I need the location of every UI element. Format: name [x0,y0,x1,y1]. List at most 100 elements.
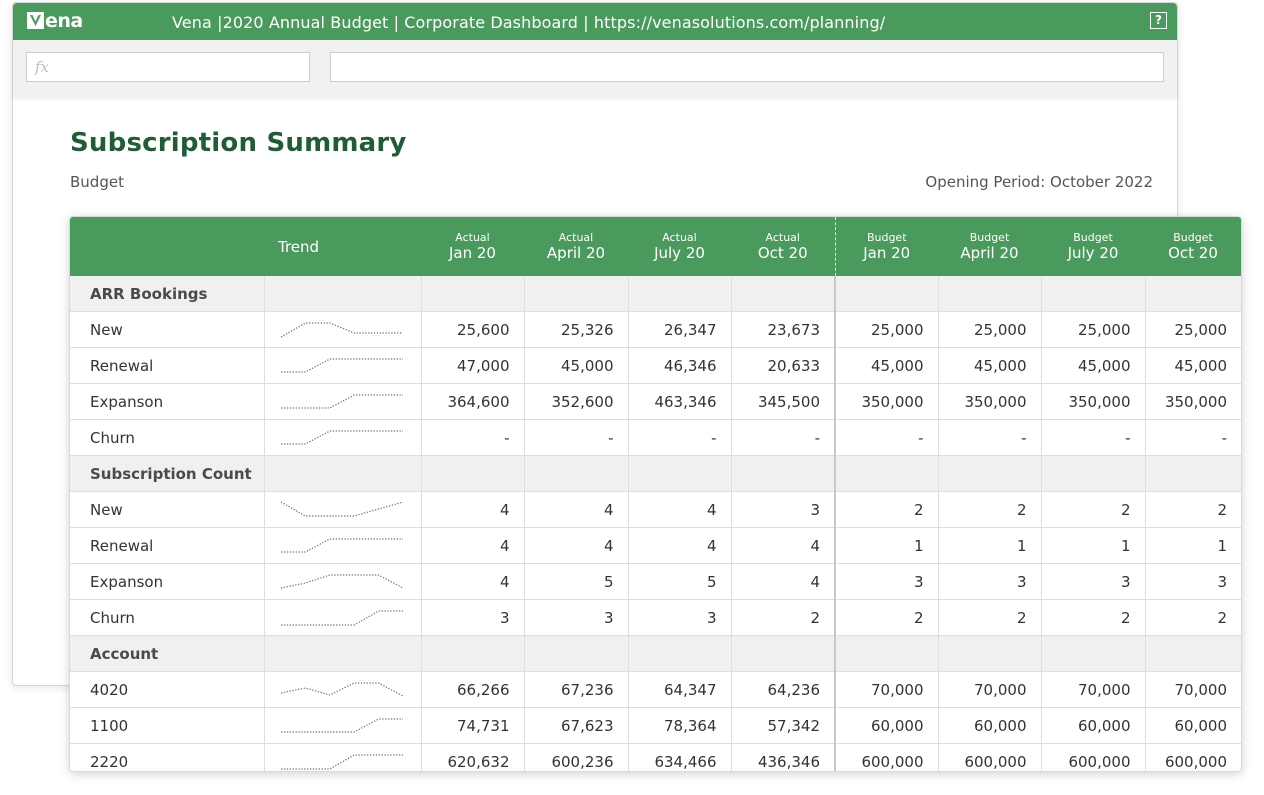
value-cell[interactable]: 600,000 [938,743,1042,771]
value-cell[interactable]: 3 [938,563,1042,600]
value-cell[interactable]: 60,000 [1145,707,1241,744]
value-cell[interactable]: 4 [731,527,836,564]
value-cell[interactable]: 26,347 [628,311,732,348]
value-cell[interactable]: - [938,419,1042,456]
value-cell[interactable]: 25,000 [1041,311,1146,348]
value-cell[interactable]: 4 [421,491,525,528]
section-empty-cell [1041,455,1146,492]
section-empty-cell [938,455,1042,492]
value-cell[interactable]: 350,000 [835,383,939,420]
value-cell[interactable]: 2 [835,491,939,528]
value-cell[interactable]: - [1041,419,1146,456]
value-cell[interactable]: 345,500 [731,383,836,420]
value-cell[interactable]: 600,000 [1041,743,1146,771]
value-cell[interactable]: 350,000 [938,383,1042,420]
table-row: Churn - - - - - - - - [70,419,1241,456]
value-cell[interactable]: 364,600 [421,383,525,420]
value-cell[interactable]: 436,346 [731,743,836,771]
value-cell[interactable]: 60,000 [835,707,939,744]
value-cell[interactable]: 25,000 [835,311,939,348]
value-cell[interactable]: 2 [938,599,1042,636]
value-cell[interactable]: 60,000 [938,707,1042,744]
value-cell[interactable]: 1 [1041,527,1146,564]
value-cell[interactable]: 1 [938,527,1042,564]
fx-input[interactable]: fx [26,52,310,82]
value-cell[interactable]: 60,000 [1041,707,1146,744]
value-cell[interactable]: 463,346 [628,383,732,420]
value-cell[interactable]: 3 [835,563,939,600]
value-cell[interactable]: - [421,419,525,456]
value-cell[interactable]: 45,000 [835,347,939,384]
value-cell[interactable]: 67,623 [524,707,629,744]
value-cell[interactable]: 70,000 [938,671,1042,708]
value-cell[interactable]: 2 [1041,491,1146,528]
value-cell[interactable]: 57,342 [731,707,836,744]
brand-name: ena [45,10,83,32]
value-cell[interactable]: 47,000 [421,347,525,384]
value-cell[interactable]: 45,000 [1041,347,1146,384]
value-cell[interactable]: 620,632 [421,743,525,771]
value-cell[interactable]: 45,000 [524,347,629,384]
value-cell[interactable]: 25,326 [524,311,629,348]
help-button[interactable]: ? [1150,12,1167,29]
value-cell[interactable]: 25,600 [421,311,525,348]
value-cell[interactable]: 2 [1041,599,1146,636]
value-cell[interactable]: 352,600 [524,383,629,420]
value-cell[interactable]: 2 [938,491,1042,528]
value-cell[interactable]: - [835,419,939,456]
value-cell[interactable]: 350,000 [1145,383,1241,420]
value-cell[interactable]: - [524,419,629,456]
value-cell[interactable]: 46,346 [628,347,732,384]
value-cell[interactable]: 4 [628,527,732,564]
value-cell[interactable]: 3 [1041,563,1146,600]
value-cell[interactable]: 20,633 [731,347,836,384]
column-header-period: Oct 20 [757,243,808,262]
vena-logo: ena [27,10,83,32]
value-cell[interactable]: 4 [524,527,629,564]
value-cell[interactable]: 3 [524,599,629,636]
value-cell[interactable]: 25,000 [938,311,1042,348]
value-cell[interactable]: 2 [731,599,836,636]
value-cell[interactable]: 600,236 [524,743,629,771]
value-cell[interactable]: 45,000 [938,347,1042,384]
value-cell[interactable]: 64,236 [731,671,836,708]
formula-input[interactable] [330,52,1164,82]
value-cell[interactable]: - [1145,419,1241,456]
value-cell[interactable]: 3 [628,599,732,636]
value-cell[interactable]: 2 [1145,491,1241,528]
value-cell[interactable]: 1 [1145,527,1241,564]
section-empty-cell [421,635,525,672]
value-cell[interactable]: - [731,419,836,456]
value-cell[interactable]: 1 [835,527,939,564]
value-cell[interactable]: 3 [1145,563,1241,600]
value-cell[interactable]: 600,000 [1164,752,1227,771]
value-cell[interactable]: 67,236 [524,671,629,708]
value-cell[interactable]: 25,000 [1145,311,1241,348]
value-cell[interactable]: 64,347 [628,671,732,708]
value-cell[interactable]: 600,000 [835,743,939,771]
value-cell[interactable]: 3 [421,599,525,636]
value-cell[interactable]: 2 [835,599,939,636]
value-cell[interactable]: 2 [1145,599,1241,636]
value-cell[interactable]: 4 [524,491,629,528]
value-cell[interactable]: 5 [524,563,629,600]
value-cell[interactable]: 70,000 [1145,671,1241,708]
value-cell[interactable]: 350,000 [1041,383,1146,420]
value-cell[interactable]: 45,000 [1145,347,1241,384]
value-cell[interactable]: 74,731 [421,707,525,744]
value-cell[interactable]: 4 [421,563,525,600]
value-cell[interactable]: 78,364 [628,707,732,744]
value-cell[interactable]: 4 [628,491,732,528]
value-cell[interactable]: 3 [731,491,836,528]
value-cell[interactable]: 5 [628,563,732,600]
trend-cell [264,419,422,456]
value-cell[interactable]: 70,000 [1041,671,1146,708]
value-cell[interactable]: 70,000 [835,671,939,708]
value-cell[interactable]: 4 [731,563,836,600]
value-cell[interactable]: 4 [421,527,525,564]
value-cell[interactable]: 23,673 [731,311,836,348]
value-cell[interactable]: - [628,419,732,456]
column-header: Actual Jan 20 [421,217,524,276]
value-cell[interactable]: 66,266 [421,671,525,708]
value-cell[interactable]: 634,466 [628,743,732,771]
